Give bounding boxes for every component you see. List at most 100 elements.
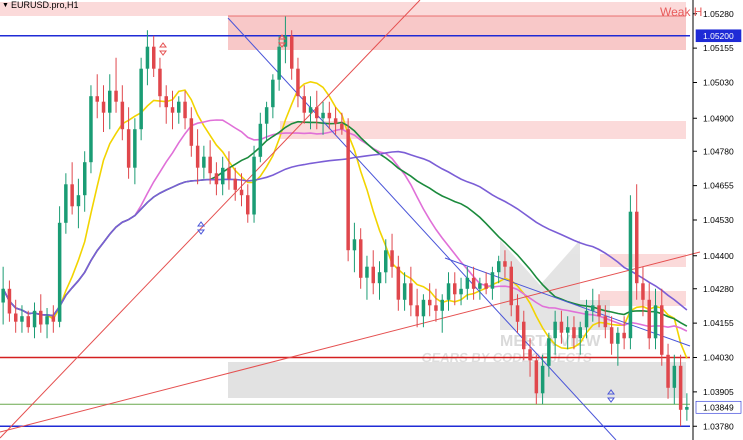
fractal-marker-4 <box>607 389 615 403</box>
candle-body <box>95 96 99 102</box>
symbol-title: ▼ EURUSD.pro,H1 <box>2 0 78 10</box>
candle-body <box>471 277 476 289</box>
candle-body <box>183 101 187 119</box>
candle-body <box>635 211 639 284</box>
demand-zone-grey <box>228 362 686 398</box>
candle-body <box>377 272 382 284</box>
candle-body <box>195 145 200 168</box>
candle-body <box>26 316 30 328</box>
ma-purple <box>2 150 688 317</box>
candle-body <box>359 239 363 278</box>
candle-body <box>409 283 413 306</box>
candle-body <box>302 96 306 113</box>
candle-body <box>133 129 137 168</box>
axis-tick-label: 1.03905 <box>703 387 734 397</box>
candle-body <box>390 250 394 267</box>
candle-body <box>32 310 37 328</box>
candle-body <box>584 310 589 328</box>
candle-body <box>490 272 495 289</box>
candle-body <box>340 123 344 130</box>
candle-body <box>396 266 401 300</box>
marker-arrow <box>159 42 167 56</box>
axis-tick-label: 1.04155 <box>703 318 734 328</box>
candle-body <box>660 305 664 355</box>
candle-body <box>572 327 576 339</box>
candle-body <box>591 305 595 311</box>
candle-body <box>239 189 244 196</box>
marker-arrow <box>607 389 615 403</box>
axis-tick-label: 1.03780 <box>703 421 734 431</box>
price-box-bg <box>695 29 742 43</box>
candle-body <box>139 68 143 130</box>
candle-body <box>522 321 526 350</box>
trend-red-shallow <box>0 251 701 433</box>
marker-arrow <box>197 221 205 235</box>
candle-body <box>14 313 18 322</box>
candle-body <box>233 178 237 190</box>
candle-body <box>453 283 457 295</box>
candle-body <box>440 299 444 311</box>
candles <box>1 16 689 427</box>
candle-body <box>421 299 426 317</box>
candle-body <box>89 96 93 163</box>
candle-body <box>202 156 206 168</box>
candle-body <box>647 299 651 339</box>
candle-body <box>484 283 488 289</box>
candle-body <box>39 310 43 325</box>
trend-blue-down <box>227 17 617 440</box>
candle-body <box>7 288 12 314</box>
candle-body <box>120 101 125 130</box>
candle-body <box>76 195 81 207</box>
fractal-marker-1 <box>159 42 167 56</box>
candle-body <box>528 349 532 361</box>
candle-body <box>271 79 275 108</box>
candle-body <box>308 107 313 113</box>
candle-body <box>346 129 350 251</box>
price-box-current: 1.03849 <box>695 400 742 414</box>
candle-body <box>20 316 24 322</box>
candle-body <box>434 305 438 311</box>
ma-pink <box>2 119 688 332</box>
candle-body <box>534 360 539 394</box>
candle-body <box>653 305 658 339</box>
price-box-value: 1.03849 <box>703 402 734 412</box>
candle-body <box>227 167 231 179</box>
candle-body <box>566 327 570 333</box>
price-box-value: 1.05200 <box>703 31 734 41</box>
candle-body <box>384 250 388 273</box>
candle-body <box>603 316 608 328</box>
candle-body <box>101 101 106 113</box>
candle-body <box>616 332 620 344</box>
candle-body <box>459 288 463 295</box>
candle-body <box>57 222 62 322</box>
candle-body <box>678 365 683 410</box>
candle-body <box>277 46 281 80</box>
candle-body <box>283 35 288 47</box>
candle-body <box>45 316 49 325</box>
weak-high-zone-upper <box>228 16 686 50</box>
candle-body <box>114 90 118 102</box>
axis-tick-label: 1.04400 <box>703 251 734 261</box>
candle-body <box>246 195 250 215</box>
price-box-bg <box>695 400 742 414</box>
trend-red-steep <box>0 0 421 439</box>
candle-body <box>352 239 357 251</box>
price-boxes: 1.05200 1.03849 <box>695 29 742 414</box>
candle-body <box>672 365 677 388</box>
candle-body <box>158 68 162 97</box>
candle-body <box>83 162 87 196</box>
candle-body <box>515 305 520 322</box>
candle-body <box>208 156 212 174</box>
candle-body <box>64 184 68 223</box>
symbol-dropdown-icon[interactable]: ▼ <box>2 1 9 9</box>
candle-body <box>578 327 582 339</box>
symbol-text: EURUSD.pro,H1 <box>10 0 79 10</box>
candle-body <box>321 112 325 119</box>
axis-tick-label: 1.04280 <box>703 284 734 294</box>
candle-body <box>264 107 269 124</box>
candle-body <box>252 156 256 215</box>
candle-body <box>428 299 432 306</box>
axis-tick-label: 1.04780 <box>703 146 734 156</box>
candle-body <box>371 266 375 284</box>
